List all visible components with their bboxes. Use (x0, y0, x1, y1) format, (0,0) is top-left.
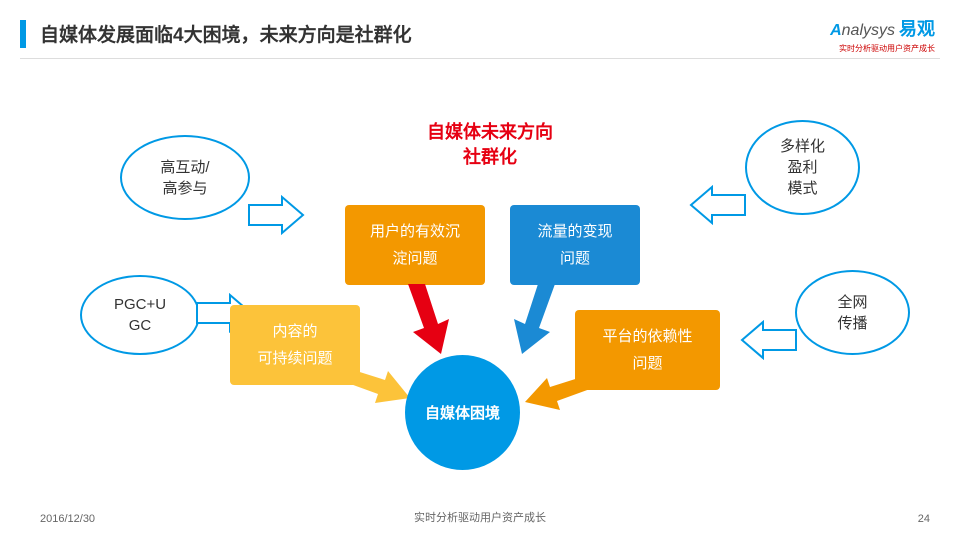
box-platform: 平台的依赖性 问题 (575, 310, 720, 390)
box-content: 内容的 可持续问题 (230, 305, 360, 385)
footer-text: 实时分析驱动用户资产成长 (0, 509, 960, 525)
oval-top-right: 多样化 盈利 模式 (745, 120, 860, 215)
headline: 自媒体未来方向 社群化 (380, 120, 600, 170)
box1-l1: 内容的 (272, 318, 317, 345)
oval-bottom-left: PGC+U GC (80, 275, 200, 355)
box3-l2: 问题 (560, 245, 590, 272)
color-arrow-3 (510, 282, 560, 357)
box4-l2: 问题 (632, 350, 662, 377)
oval-top-left: 高互动/ 高参与 (120, 135, 250, 220)
page-title: 自媒体发展面临4大困境，未来方向是社群化 (40, 20, 412, 47)
arrow-tr (687, 185, 747, 225)
color-arrow-2 (403, 282, 458, 357)
box1-l2: 可持续问题 (257, 345, 332, 372)
box2-l2: 淀问题 (392, 245, 437, 272)
footer-page: 24 (918, 513, 930, 525)
oval-bottom-right: 全网 传播 (795, 270, 910, 355)
box-traffic: 流量的变现 问题 (510, 205, 640, 285)
diagram-canvas: 自媒体未来方向 社群化 高互动/ 高参与 PGC+U GC 多样化 盈利 模式 … (0, 60, 960, 500)
box4-l1: 平台的依赖性 (602, 323, 692, 350)
logo-a: A (830, 22, 842, 39)
box2-l1: 用户的有效沉 (370, 218, 460, 245)
box-user: 用户的有效沉 淀问题 (345, 205, 485, 285)
accent-bar (20, 20, 26, 48)
arrow-br (738, 320, 798, 360)
box3-l1: 流量的变现 (537, 218, 612, 245)
arrow-tl (247, 195, 307, 235)
logo: Analysys易观 实时分析驱动用户资产成长 (830, 15, 935, 54)
divider (20, 58, 940, 59)
center-circle: 自媒体困境 (405, 355, 520, 470)
logo-cn: 易观 (899, 19, 935, 39)
logo-rest: nalysys (842, 22, 895, 39)
logo-slogan: 实时分析驱动用户资产成长 (830, 43, 935, 54)
color-arrow-4 (525, 370, 590, 415)
